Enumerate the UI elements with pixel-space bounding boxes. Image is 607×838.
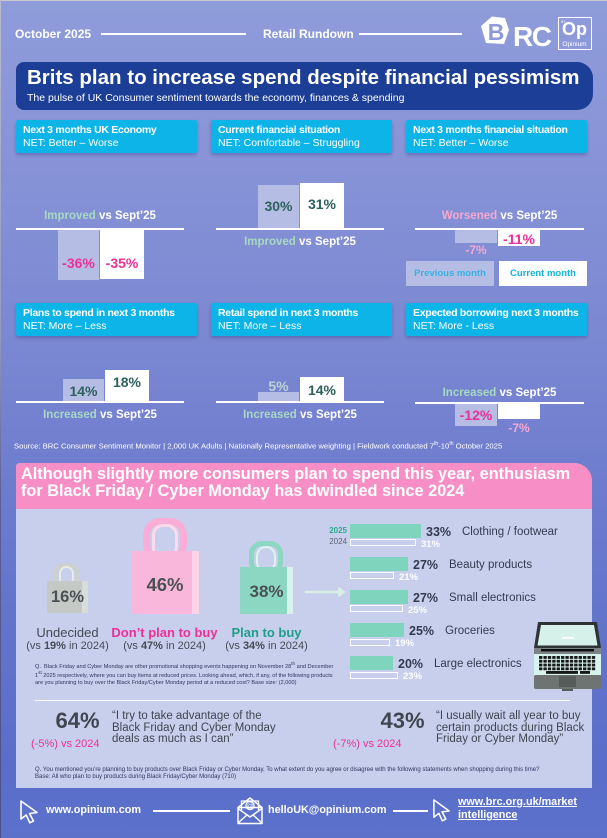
svg-text:RC: RC	[513, 21, 552, 51]
svg-text:@: @	[246, 803, 253, 810]
